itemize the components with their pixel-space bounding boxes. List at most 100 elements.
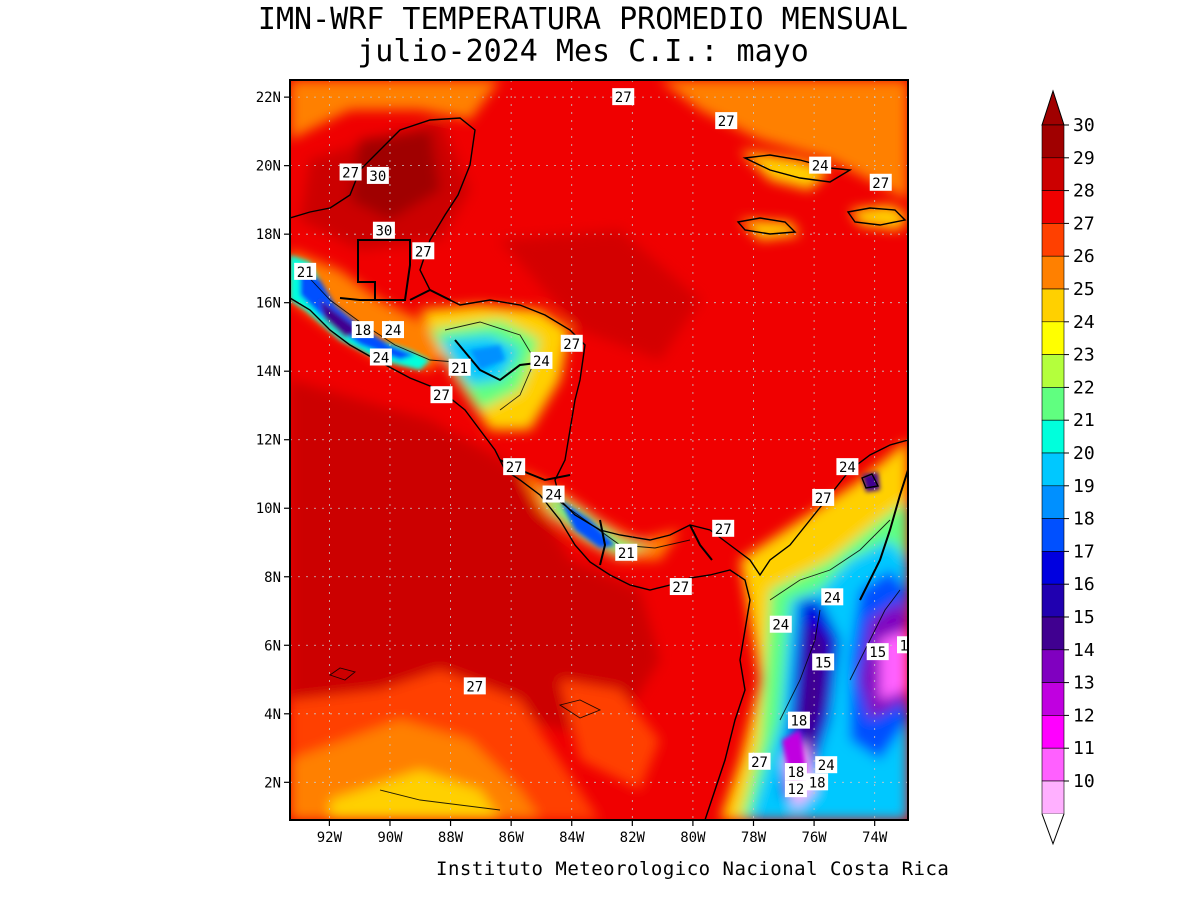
colorbar-label: 13 xyxy=(1073,673,1095,694)
svg-text:21: 21 xyxy=(618,546,635,562)
contour-label: 27 xyxy=(612,88,635,106)
contour-label: 21 xyxy=(294,262,317,281)
contour-label: 24 xyxy=(769,615,792,634)
colorbar-extend-bottom xyxy=(1041,813,1065,846)
contour-label: 15 xyxy=(866,643,889,661)
lat-tick-label: 10N xyxy=(256,501,281,517)
colorbar-swatch xyxy=(1041,616,1065,651)
colorbar-swatch xyxy=(1041,124,1065,159)
lat-tick-label: 14N xyxy=(256,364,281,380)
svg-text:30: 30 xyxy=(369,169,386,185)
svg-text:24: 24 xyxy=(824,590,841,606)
svg-text:24: 24 xyxy=(772,618,789,634)
colorbar-label: 22 xyxy=(1073,377,1095,398)
colorbar-label: 26 xyxy=(1073,246,1095,267)
contour-label: 27 xyxy=(430,386,453,404)
colorbar: 30 29 28 27 26 25 24 23 22 21 20 19 18 17 16 15 14 13 12 11… xyxy=(1041,89,1095,846)
svg-text:21: 21 xyxy=(297,265,314,281)
lat-tick-label: 20N xyxy=(256,159,281,175)
lon-tick-label: 90W xyxy=(377,830,403,846)
svg-text:24: 24 xyxy=(385,323,402,339)
contour-label: 12 xyxy=(784,780,807,798)
temperature-fill xyxy=(290,80,908,820)
colorbar-swatch xyxy=(1041,551,1065,585)
contour-label: 30 xyxy=(366,166,389,185)
credit-text: Instituto Meteorologico Nacional Costa R… xyxy=(436,858,950,880)
svg-text:24: 24 xyxy=(545,488,562,504)
lon-tick-label: 86W xyxy=(498,830,524,846)
lon-tick-label: 74W xyxy=(862,830,888,846)
colorbar-label: 10 xyxy=(1073,771,1095,792)
lon-tick-label: 78W xyxy=(741,830,767,846)
contour-label: 27 xyxy=(869,173,892,192)
colorbar-swatch xyxy=(1041,354,1065,388)
contour-label: 18 xyxy=(351,321,374,339)
colorbar-label: 24 xyxy=(1073,312,1095,333)
lat-tick-label: 18N xyxy=(256,227,281,243)
colorbar-label: 29 xyxy=(1073,148,1095,169)
colorbar-label: 30 xyxy=(1073,115,1095,136)
contour-label: 21 xyxy=(615,543,638,562)
colorbar-swatch xyxy=(1041,747,1065,782)
lat-tick-label: 4N xyxy=(264,707,281,723)
svg-text:27: 27 xyxy=(815,491,832,507)
contour-label: 24 xyxy=(821,588,844,606)
lon-tick-label: 92W xyxy=(317,830,343,846)
contour-label: 24 xyxy=(382,321,404,339)
colorbar-label: 11 xyxy=(1073,738,1095,759)
contour-label: 18 xyxy=(806,773,829,791)
colorbar-swatch xyxy=(1041,321,1065,355)
svg-text:24: 24 xyxy=(818,758,835,774)
svg-text:30: 30 xyxy=(375,224,392,240)
svg-text:24: 24 xyxy=(839,460,856,476)
map-axes: 22N 20N 18N 16N 14N 12N 10N 8N 6N 4N 2N 92W 90W 88W 86… xyxy=(256,90,888,846)
colorbar-extend-top xyxy=(1041,89,1065,126)
svg-text:27: 27 xyxy=(415,244,432,260)
colorbar-label: 18 xyxy=(1073,509,1095,530)
contour-label: 27 xyxy=(812,488,835,507)
contour-label: 24 xyxy=(530,351,553,370)
colorbar-label: 14 xyxy=(1073,640,1095,661)
colorbar-label: 17 xyxy=(1073,541,1095,562)
contour-label: 27 xyxy=(712,519,735,538)
colorbar-label: 23 xyxy=(1073,345,1095,366)
colorbar-swatch xyxy=(1041,190,1065,224)
colorbar-swatch xyxy=(1041,649,1065,683)
svg-text:27: 27 xyxy=(672,580,689,596)
map-grid xyxy=(290,80,908,820)
colorbar-label: 20 xyxy=(1073,443,1095,464)
contour-label: 18 xyxy=(784,763,807,781)
contour-label: 18 xyxy=(787,711,810,730)
contour-label: 21 xyxy=(448,358,471,377)
contour-label: 12 xyxy=(897,636,917,654)
lon-tick-label: 80W xyxy=(680,830,706,846)
contour-label: 27 xyxy=(503,458,526,476)
coastlines xyxy=(290,117,908,820)
colorbar-swatch xyxy=(1041,452,1065,487)
svg-text:18: 18 xyxy=(787,765,804,781)
svg-text:27: 27 xyxy=(718,114,735,130)
lat-tick-label: 6N xyxy=(264,638,281,654)
svg-text:18: 18 xyxy=(809,775,826,791)
lon-tick-label: 88W xyxy=(438,830,464,846)
contour-label: 27 xyxy=(412,242,435,260)
colorbar-label: 25 xyxy=(1073,279,1095,300)
contour-label: 27 xyxy=(715,112,738,130)
colorbar-swatch xyxy=(1041,387,1065,421)
svg-text:27: 27 xyxy=(466,679,483,695)
contour-label: 24 xyxy=(542,485,565,504)
svg-text:27: 27 xyxy=(872,176,889,192)
svg-text:27: 27 xyxy=(563,337,580,353)
svg-text:21: 21 xyxy=(451,361,468,377)
lon-tick-label: 76W xyxy=(801,830,827,846)
colorbar-swatch xyxy=(1041,780,1065,815)
svg-text:27: 27 xyxy=(342,166,359,182)
contour-lines xyxy=(299,267,901,811)
svg-text:12: 12 xyxy=(900,638,917,654)
colorbar-swatch xyxy=(1041,255,1065,290)
lat-tick-label: 16N xyxy=(256,296,281,312)
contour-label: 15 xyxy=(812,653,835,671)
colorbar-swatch xyxy=(1041,485,1065,519)
